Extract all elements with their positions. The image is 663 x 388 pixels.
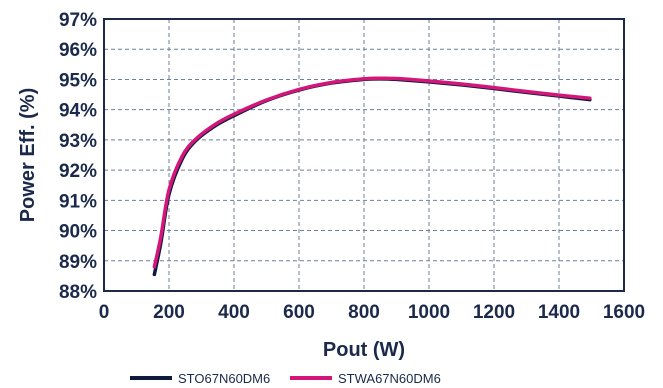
y-tick-label: 89% xyxy=(59,252,97,273)
legend-label-2: STWA67N60DM6 xyxy=(338,371,441,386)
series-lines xyxy=(152,76,592,277)
x-tick-label: 200 xyxy=(153,302,185,323)
x-axis-ticks: 0 200 400 600 800 1000 1200 1400 1600 xyxy=(99,302,645,323)
x-tick-label: 1200 xyxy=(473,302,515,323)
plot-area-border xyxy=(103,18,625,292)
x-tick-label: 0 xyxy=(99,302,110,323)
x-axis-title: Pout (W) xyxy=(323,339,405,361)
legend-label-1: STO67N60DM6 xyxy=(178,371,270,386)
legend: STO67N60DM6 STWA67N60DM6 xyxy=(130,371,441,386)
x-tick-label: 1400 xyxy=(538,302,580,323)
y-axis-ticks: 88% 89% 90% 91% 92% 93% 94% 95% 96% 97% xyxy=(59,10,97,303)
y-tick-label: 88% xyxy=(59,282,97,303)
x-tick-label: 400 xyxy=(218,302,250,323)
y-tick-label: 95% xyxy=(59,70,97,91)
y-tick-label: 97% xyxy=(59,10,97,31)
y-tick-label: 96% xyxy=(59,40,97,61)
y-tick-label: 94% xyxy=(59,101,97,122)
x-tick-label: 1600 xyxy=(603,302,645,323)
grid-lines xyxy=(104,19,624,291)
y-tick-label: 93% xyxy=(59,131,97,152)
x-tick-label: 600 xyxy=(283,302,315,323)
y-tick-label: 90% xyxy=(59,222,97,243)
y-axis-title: Power Eff. (%) xyxy=(17,88,39,222)
x-tick-label: 800 xyxy=(348,302,380,323)
x-tick-label: 1000 xyxy=(408,302,450,323)
y-tick-label: 92% xyxy=(59,161,97,182)
series-line-2 xyxy=(152,76,592,269)
y-tick-label: 91% xyxy=(59,191,97,212)
